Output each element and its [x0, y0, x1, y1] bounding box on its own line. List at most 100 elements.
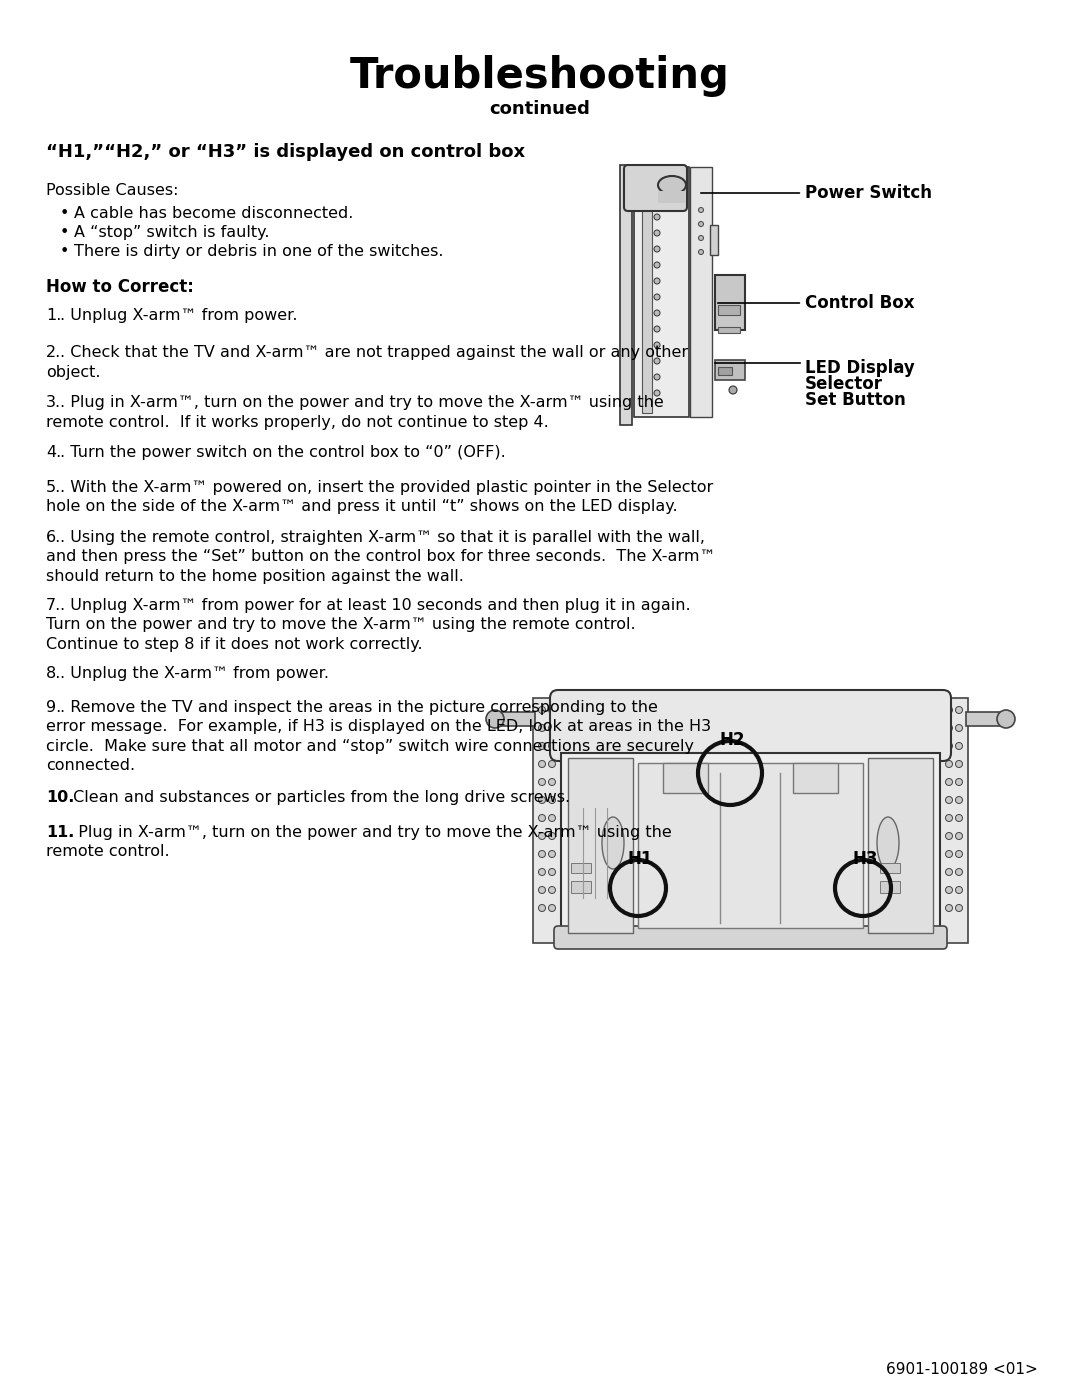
Circle shape	[549, 725, 555, 732]
Bar	[690, 168, 712, 416]
Circle shape	[956, 707, 962, 714]
Circle shape	[654, 390, 660, 395]
Circle shape	[549, 904, 555, 911]
Circle shape	[654, 214, 660, 219]
Text: H3: H3	[852, 849, 878, 868]
Circle shape	[699, 236, 703, 240]
Text: error message.  For example, if H3 is displayed on the LED, look at areas in the: error message. For example, if H3 is dis…	[46, 719, 711, 735]
Circle shape	[549, 814, 555, 821]
Circle shape	[539, 725, 545, 732]
Text: •: •	[59, 205, 69, 221]
Circle shape	[956, 851, 962, 858]
Text: 6901-100189 <01>: 6901-100189 <01>	[887, 1362, 1038, 1377]
Text: “H1,”“H2,” or “H3” is displayed on control box: “H1,”“H2,” or “H3” is displayed on contr…	[46, 142, 525, 161]
Text: A cable has become disconnected.: A cable has become disconnected.	[75, 205, 353, 221]
Circle shape	[654, 342, 660, 348]
Bar	[880, 882, 900, 893]
Bar	[966, 712, 1005, 726]
Circle shape	[945, 814, 953, 821]
Circle shape	[549, 742, 555, 750]
Text: 10.: 10.	[46, 789, 75, 805]
Circle shape	[654, 246, 660, 251]
Text: . Using the remote control, straighten X-arm™ so that it is parallel with the wa: . Using the remote control, straighten X…	[60, 529, 705, 545]
Circle shape	[539, 814, 545, 821]
Circle shape	[539, 869, 545, 876]
Circle shape	[654, 293, 660, 300]
Text: 3.: 3.	[46, 395, 62, 409]
Text: 6.: 6.	[46, 529, 62, 545]
Bar	[534, 698, 561, 943]
Circle shape	[997, 710, 1015, 728]
Circle shape	[539, 833, 545, 840]
Bar	[710, 225, 718, 256]
Text: 4.: 4.	[46, 446, 62, 460]
Bar	[718, 367, 732, 374]
Bar	[880, 863, 900, 873]
Circle shape	[654, 374, 660, 380]
Text: . Turn the power switch on the control box to “0” (OFF).: . Turn the power switch on the control b…	[60, 446, 507, 460]
Text: remote control.  If it works properly, do not continue to step 4.: remote control. If it works properly, do…	[46, 415, 549, 429]
Text: Troubleshooting: Troubleshooting	[350, 54, 730, 96]
Text: Selector: Selector	[805, 374, 883, 393]
Text: Set Button: Set Button	[805, 391, 906, 409]
Circle shape	[945, 707, 953, 714]
FancyBboxPatch shape	[550, 690, 951, 761]
Circle shape	[956, 725, 962, 732]
Circle shape	[945, 725, 953, 732]
Circle shape	[956, 760, 962, 767]
Text: Clean and substances or particles from the long drive screws.: Clean and substances or particles from t…	[68, 789, 570, 805]
Circle shape	[486, 710, 504, 728]
Circle shape	[956, 796, 962, 803]
Circle shape	[945, 851, 953, 858]
Circle shape	[945, 778, 953, 785]
Text: •: •	[59, 244, 69, 258]
Circle shape	[945, 869, 953, 876]
Text: connected.: connected.	[46, 759, 135, 774]
Text: . Unplug X-arm™ from power.: . Unplug X-arm™ from power.	[60, 307, 298, 323]
Circle shape	[549, 887, 555, 894]
Circle shape	[956, 742, 962, 750]
Circle shape	[549, 760, 555, 767]
Bar	[793, 763, 838, 793]
Circle shape	[699, 250, 703, 254]
Circle shape	[539, 851, 545, 858]
Bar	[658, 191, 686, 203]
Circle shape	[945, 796, 953, 803]
Text: 11.: 11.	[46, 826, 75, 840]
Text: 2.: 2.	[46, 345, 62, 360]
Text: . Check that the TV and X-arm™ are not trapped against the wall or any other: . Check that the TV and X-arm™ are not t…	[60, 345, 689, 360]
Text: remote control.: remote control.	[46, 845, 170, 859]
Text: •: •	[59, 225, 69, 240]
Bar	[663, 763, 708, 793]
Circle shape	[654, 263, 660, 268]
Circle shape	[539, 887, 545, 894]
Bar	[634, 168, 689, 416]
Bar	[620, 165, 632, 425]
Circle shape	[956, 904, 962, 911]
Circle shape	[539, 742, 545, 750]
Circle shape	[549, 707, 555, 714]
Bar	[568, 759, 633, 933]
Text: . Remove the TV and inspect the areas in the picture corresponding to the: . Remove the TV and inspect the areas in…	[60, 700, 659, 715]
Bar	[718, 327, 740, 332]
Circle shape	[654, 198, 660, 204]
Text: 5.: 5.	[46, 481, 62, 495]
Circle shape	[945, 833, 953, 840]
Circle shape	[729, 386, 737, 394]
Bar	[642, 170, 652, 414]
Text: should return to the home position against the wall.: should return to the home position again…	[46, 569, 464, 584]
Circle shape	[549, 833, 555, 840]
Text: Continue to step 8 if it does not work correctly.: Continue to step 8 if it does not work c…	[46, 637, 422, 652]
Circle shape	[654, 182, 660, 189]
Circle shape	[956, 814, 962, 821]
Bar	[638, 763, 863, 928]
Bar	[715, 360, 745, 380]
Ellipse shape	[877, 817, 899, 869]
Circle shape	[956, 833, 962, 840]
Bar	[868, 759, 933, 933]
Circle shape	[945, 742, 953, 750]
Text: . With the X-arm™ powered on, insert the provided plastic pointer in the Selecto: . With the X-arm™ powered on, insert the…	[60, 481, 714, 495]
Text: 1.: 1.	[46, 307, 62, 323]
Text: Power Switch: Power Switch	[701, 184, 932, 203]
Circle shape	[945, 887, 953, 894]
